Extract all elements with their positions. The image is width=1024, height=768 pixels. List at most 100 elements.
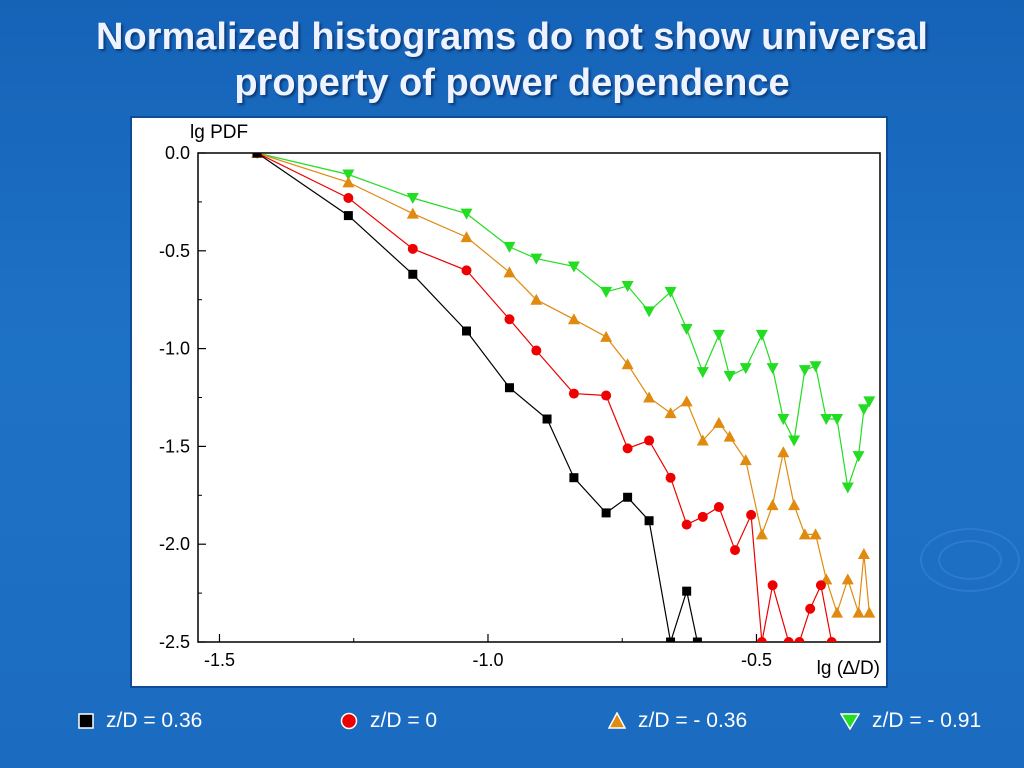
data-point-triangle-up xyxy=(530,293,543,305)
data-point-triangle-down xyxy=(777,414,790,426)
data-point-circle xyxy=(568,388,579,399)
data-point-triangle-up xyxy=(739,454,752,466)
data-point-square xyxy=(623,492,633,502)
data-point-circle xyxy=(681,519,692,530)
data-point-triangle-up xyxy=(621,358,634,370)
data-point-circle xyxy=(805,603,816,614)
y-tick-label: 0.0 xyxy=(165,143,190,163)
data-point-triangle-up xyxy=(798,528,811,540)
chart-panel: 0.0 -0.5 -1.0 -1.5 -2.0 -2.5 -1.5 -1.0 -0.5 lg P… xyxy=(130,116,888,688)
data-point-triangle-down xyxy=(712,329,725,341)
data-point-triangle-up xyxy=(788,499,801,511)
data-point-circle xyxy=(815,580,826,591)
data-point-circle xyxy=(767,580,778,591)
data-point-triangle-up xyxy=(852,606,865,618)
data-point-triangle-up xyxy=(809,528,822,540)
y-tick-label: -2.0 xyxy=(159,534,190,554)
data-point-circle xyxy=(644,435,655,446)
data-point-square xyxy=(692,637,702,642)
series-2 xyxy=(251,153,876,618)
data-point-triangle-up xyxy=(460,231,473,243)
data-point-triangle-down xyxy=(820,414,833,426)
data-point-triangle-down xyxy=(766,363,779,375)
legend-triangle-up-marker-icon xyxy=(608,712,626,729)
data-point-triangle-up xyxy=(567,313,580,325)
legend-label: z/D = - 0.36 xyxy=(638,709,748,732)
data-point-circle xyxy=(504,314,515,325)
y-tick-label: -2.5 xyxy=(159,632,190,652)
legend-label: z/D = - 0.91 xyxy=(872,709,982,732)
x-tick-label: -1.5 xyxy=(204,650,235,670)
data-point-square xyxy=(504,383,514,393)
data-point-triangle-down xyxy=(863,396,876,408)
data-point-triangle-down xyxy=(643,306,656,318)
data-point-triangle-down xyxy=(503,241,516,253)
data-point-triangle-down xyxy=(567,261,580,273)
data-point-triangle-up xyxy=(342,176,355,188)
data-point-square xyxy=(408,269,418,279)
y-tick-label: -0.5 xyxy=(159,241,190,261)
plot-frame xyxy=(197,152,881,643)
data-point-square xyxy=(542,414,552,424)
data-point-triangle-up xyxy=(712,416,725,428)
legend-square-marker-icon xyxy=(78,713,94,729)
legend-entry-zd-minus-091: z/D = - 0.91 xyxy=(840,706,981,736)
data-point-triangle-down xyxy=(798,365,811,377)
series-line xyxy=(256,153,833,642)
data-point-triangle-down xyxy=(755,329,768,341)
x-tick-label: -0.5 xyxy=(741,650,772,670)
data-point-triangle-down xyxy=(680,324,693,336)
data-point-square xyxy=(343,211,353,221)
legend-entry-zd-minus-036: z/D = - 0.36 xyxy=(608,706,747,736)
data-point-triangle-up xyxy=(600,330,613,342)
series-3 xyxy=(253,153,876,494)
data-point-triangle-down xyxy=(857,404,870,416)
data-point-triangle-up xyxy=(841,573,854,585)
series-line xyxy=(256,153,870,615)
data-point-circle xyxy=(713,502,724,513)
data-point-circle xyxy=(756,637,767,642)
slide-title-line-1: Normalized histograms do not show univer… xyxy=(96,16,928,58)
data-point-square xyxy=(682,586,692,596)
data-point-square xyxy=(462,326,472,336)
data-point-triangle-down xyxy=(406,192,419,204)
data-point-circle xyxy=(665,472,676,483)
data-point-triangle-up xyxy=(503,266,516,278)
data-point-triangle-down xyxy=(723,370,736,382)
data-point-triangle-up xyxy=(696,434,709,446)
slide-title: Normalized histograms do not show univer… xyxy=(0,14,1024,106)
chart-legend: z/D = 0.36 z/D = 0 z/D = - 0.36 z/D = - … xyxy=(0,706,1024,736)
y-tick-label: -1.0 xyxy=(159,339,190,359)
line-chart: 0.0 -0.5 -1.0 -1.5 -2.0 -2.5 -1.5 -1.0 -0.5 lg P… xyxy=(159,122,881,679)
legend-triangle-down-marker-icon xyxy=(840,713,860,730)
data-point-triangle-up xyxy=(766,499,779,511)
data-point-triangle-up xyxy=(857,547,870,559)
data-point-triangle-up xyxy=(643,391,656,403)
x-tick-label: -1.0 xyxy=(472,650,503,670)
data-point-triangle-down xyxy=(696,367,709,379)
series-line xyxy=(256,153,698,642)
data-point-triangle-up xyxy=(863,606,876,618)
data-point-circle xyxy=(343,192,354,203)
data-point-triangle-down xyxy=(600,286,613,298)
data-point-triangle-up xyxy=(723,430,736,442)
series-line xyxy=(256,153,870,488)
data-point-triangle-up xyxy=(680,395,693,407)
legend-entry-zd-0: z/D = 0 xyxy=(340,706,437,736)
series-1 xyxy=(252,153,837,642)
data-point-triangle-down xyxy=(852,451,865,463)
data-point-circle xyxy=(697,511,708,522)
data-point-triangle-down xyxy=(809,361,822,373)
data-point-square xyxy=(252,153,262,158)
decorative-ripple xyxy=(920,528,1020,592)
data-point-square xyxy=(569,473,579,483)
data-point-square xyxy=(601,508,611,518)
y-axis-label: lg PDF xyxy=(190,122,248,143)
data-point-circle xyxy=(601,390,612,401)
y-tick-label: -1.5 xyxy=(159,436,190,456)
legend-label: z/D = 0.36 xyxy=(106,709,203,732)
data-point-triangle-up xyxy=(755,528,768,540)
data-point-circle xyxy=(783,637,794,642)
data-point-circle xyxy=(461,265,472,276)
data-point-square xyxy=(666,637,676,642)
